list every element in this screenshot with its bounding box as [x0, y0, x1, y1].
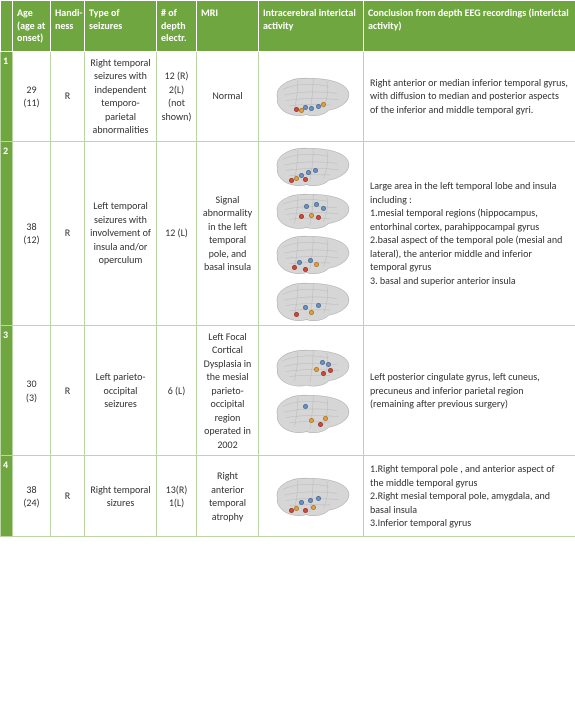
row-number: 2	[1, 141, 13, 325]
electrode-dot	[308, 258, 313, 263]
h-hand: Handi-ness	[51, 1, 85, 52]
h-elec: # of depth electr.	[157, 1, 197, 52]
electrode-dot	[323, 416, 328, 421]
cell-conclusion: Left posterior cingulate gyrus, left cun…	[364, 325, 575, 456]
h-rownum	[1, 1, 13, 52]
cell-seizure-type: Right temporal sizures	[85, 456, 157, 537]
electrode-dot	[313, 168, 318, 173]
cell-age: 38(12)	[13, 141, 51, 325]
row-number: 3	[1, 325, 13, 456]
cell-mri: Signal abnormality in the left temporal …	[197, 141, 259, 325]
electrode-dot	[303, 404, 308, 409]
brain-icon	[269, 346, 354, 389]
electrode-dot	[303, 508, 308, 513]
table-row: 438(24)RRight temporal sizures13(R)1(L)R…	[1, 456, 575, 537]
cell-electrodes: 13(R)1(L)	[157, 456, 197, 537]
cell-mri: Left Focal Cortical Dysplasia in the mes…	[197, 325, 259, 456]
h-conc: Conclusion from depth EEG recordings (in…	[364, 1, 575, 52]
electrode-dot	[318, 422, 323, 427]
cell-seizure-type: Right temporal seizures with independent…	[85, 51, 157, 141]
h-type: Type of seizures	[85, 1, 157, 52]
cell-conclusion: Large area in the left temporal lobe and…	[364, 141, 575, 325]
brain-icon	[269, 144, 354, 188]
cell-mri: Right anterior temporal atrophy	[197, 456, 259, 537]
row-number: 4	[1, 456, 13, 537]
brain-icon	[269, 190, 354, 231]
cell-handiness: R	[51, 141, 85, 325]
cell-seizure-type: Left parieto-occipital seizures	[85, 325, 157, 456]
h-img: Intracerebral interictal activity	[259, 1, 364, 52]
cell-mri: Normal	[197, 51, 259, 141]
electrode-dot	[303, 267, 308, 272]
cell-age: 30(3)	[13, 325, 51, 456]
row-number: 1	[1, 51, 13, 141]
header-row: Age(age at onset) Handi-ness Type of sei…	[1, 1, 575, 52]
electrode-dot	[289, 178, 294, 183]
brain-icon	[269, 74, 354, 118]
electrode-dot	[306, 170, 311, 175]
cell-conclusion: 1.Right temporal pole , and anterior asp…	[364, 456, 575, 537]
cell-electrodes: 12 (R)2(L)(not shown)	[157, 51, 197, 141]
cell-age: 38(24)	[13, 456, 51, 537]
cell-seizure-type: Left temporal seizures with involvement …	[85, 141, 157, 325]
electrode-dot	[304, 204, 309, 209]
cell-brain-activity	[259, 141, 364, 325]
cell-age: 29(11)	[13, 51, 51, 141]
table-row: 330(3)RLeft parieto-occipital seizures6 …	[1, 325, 575, 456]
brain-icon	[269, 474, 354, 518]
electrode-dot	[294, 506, 299, 511]
electrode-dot	[320, 360, 325, 365]
cell-conclusion: Right anterior or median inferior tempor…	[364, 51, 575, 141]
brain-icon	[269, 279, 354, 323]
cell-brain-activity	[259, 325, 364, 456]
table-row: 129(11)RRight temporal seizures with ind…	[1, 51, 575, 141]
cell-handiness: R	[51, 325, 85, 456]
electrode-dot	[299, 500, 304, 505]
brain-icon	[269, 232, 354, 276]
cell-brain-activity	[259, 456, 364, 537]
h-mri: MRI	[197, 1, 259, 52]
h-age: Age(age at onset)	[13, 1, 51, 52]
cell-electrodes: 12 (L)	[157, 141, 197, 325]
electrode-dot	[311, 505, 316, 510]
cell-handiness: R	[51, 456, 85, 537]
electrode-dot	[308, 498, 313, 503]
electrode-dot	[303, 305, 308, 310]
electrode-dot	[303, 177, 308, 182]
brain-icon	[269, 391, 354, 435]
electrode-dot	[309, 213, 314, 218]
table-row: 238(12)RLeft temporal seizures with invo…	[1, 141, 575, 325]
cell-handiness: R	[51, 51, 85, 141]
cell-electrodes: 6 (L)	[157, 325, 197, 456]
eeg-table: Age(age at onset) Handi-ness Type of sei…	[0, 0, 575, 537]
cell-brain-activity	[259, 51, 364, 141]
